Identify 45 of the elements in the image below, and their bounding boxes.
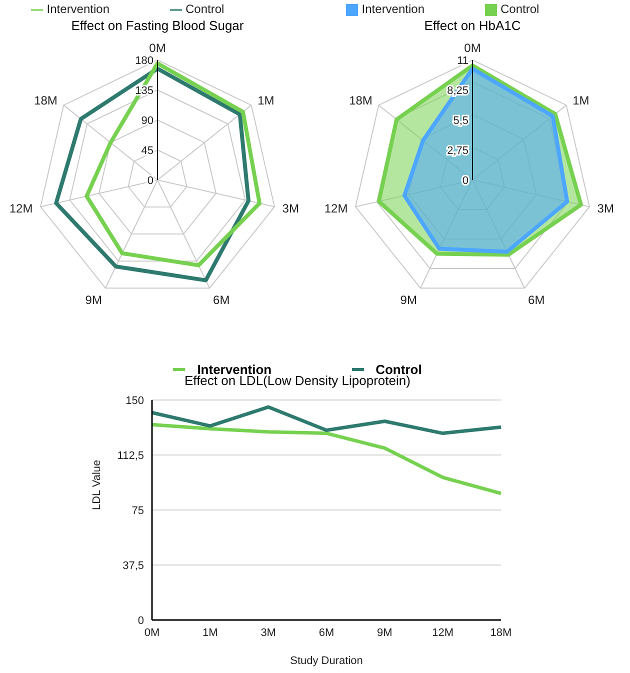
y-tick-label: 37,5 — [122, 560, 144, 572]
x-tick-label: 3M — [260, 626, 276, 639]
y-tick-label: 150 — [126, 394, 144, 407]
spoke-label: 1M — [572, 93, 590, 108]
legend-label: Intervention — [362, 2, 425, 16]
y-tick-label: 0 — [147, 174, 154, 187]
spoke-label: 18M — [349, 93, 372, 108]
line-series — [150, 405, 503, 436]
legend-label: Control — [500, 2, 540, 16]
spoke-label: 6M — [213, 292, 230, 307]
spoke-label: 9M — [85, 292, 102, 307]
spoke-label: 1M — [258, 93, 274, 108]
spoke-label: 6M — [528, 292, 545, 307]
spoke-label: 0M — [464, 41, 481, 55]
text: Effect on Fasting Blood Sugar — [70, 18, 245, 33]
spoke-label: 9M — [400, 292, 417, 307]
x-tick-label: 0M — [144, 626, 160, 639]
legend-label: Control — [186, 2, 224, 16]
y-tick-label: 0 — [462, 174, 468, 187]
x-tick-label: 9M — [377, 626, 392, 639]
spoke-label: 12M — [9, 202, 33, 216]
legend-label: Intervention — [46, 2, 110, 16]
x-axis-title: Study Duration — [290, 655, 363, 667]
y-tick-label: 5,5 — [453, 114, 468, 127]
line-series — [150, 422, 503, 496]
spoke-label: 3M — [597, 202, 614, 216]
y-tick-label: 75 — [132, 504, 144, 517]
y-tick-label: 180 — [135, 54, 154, 67]
text: Effect on HbA1C — [423, 18, 522, 33]
y-axis-title: LDL Value — [90, 460, 103, 510]
x-tick-label: 1M — [202, 626, 218, 639]
x-tick-label: 6M — [318, 626, 334, 639]
spoke-label: 18M — [34, 93, 58, 108]
spoke-label: 0M — [149, 41, 166, 55]
y-tick-label: 90 — [141, 114, 154, 127]
y-tick-label: 112,5 — [117, 450, 144, 462]
y-tick-label: 0 — [138, 614, 144, 627]
y-tick-label: 11 — [457, 54, 468, 67]
x-tick-label: 18M — [490, 626, 512, 639]
x-tick-label: 12M — [432, 626, 454, 639]
y-tick-label: 8,25 — [447, 84, 468, 97]
y-tick-label: 45 — [141, 144, 154, 157]
spoke-label: 12M — [324, 202, 348, 216]
y-tick-label: 2,75 — [447, 144, 468, 157]
spoke-label: 3M — [282, 202, 299, 216]
